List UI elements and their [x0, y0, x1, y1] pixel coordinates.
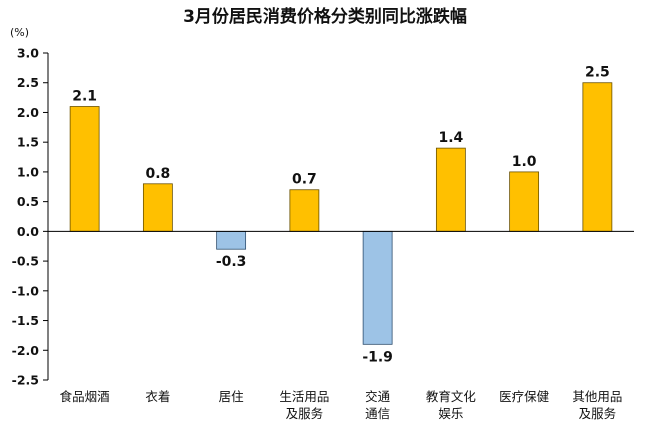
- bar: [362, 230, 393, 345]
- x-category-label: 食品烟酒: [60, 389, 110, 404]
- data-label: -0.3: [216, 254, 247, 270]
- plot-area: 3.0 2.5 2.0 1.5 1.0 0.5 0.0 -0.5 -1.0 -1.5 -2.0 -2.…: [12, 46, 634, 421]
- x-category-label: 衣着: [145, 389, 170, 404]
- x-category-label: 交通: [365, 389, 391, 404]
- bar: [142, 183, 173, 232]
- x-category-label: 生活用品: [279, 389, 329, 404]
- bar: [216, 230, 247, 250]
- chart-title: 3月份居民消费价格分类别同比涨跌幅: [183, 6, 467, 27]
- data-label: -1.9: [362, 349, 393, 365]
- y-tick-label: 0.5: [17, 194, 39, 209]
- y-axis-unit: (%): [10, 26, 29, 39]
- y-tick-label: 2.0: [17, 105, 39, 120]
- data-label: 1.0: [512, 154, 537, 170]
- y-tick-label: 1.5: [17, 135, 39, 150]
- x-category-label: 其他用品: [572, 389, 622, 404]
- y-tick-label: 3.0: [17, 46, 39, 61]
- bar: [289, 189, 320, 232]
- x-category-label: 通信: [365, 406, 390, 421]
- y-tick-label: 0.0: [17, 224, 39, 239]
- y-tick-label: -0.5: [12, 254, 39, 269]
- data-label: 2.5: [585, 65, 610, 81]
- x-category-label: 娱乐: [438, 406, 463, 421]
- data-label: 0.7: [292, 172, 317, 188]
- data-label: 1.4: [438, 130, 463, 146]
- y-tick-label: -2.0: [12, 343, 40, 358]
- bar: [582, 82, 613, 232]
- y-tick-label: -1.5: [12, 313, 39, 328]
- data-label: 0.8: [145, 166, 170, 182]
- y-tick-label: 2.5: [17, 75, 39, 90]
- data-label: 2.1: [72, 89, 97, 105]
- bar: [509, 171, 540, 232]
- x-category-label: 及服务: [579, 406, 617, 421]
- y-tick-label: 1.0: [17, 164, 39, 179]
- bar: [435, 147, 466, 232]
- x-category-label: 居住: [219, 389, 245, 404]
- bar: [69, 106, 100, 232]
- y-tick-label: -2.5: [12, 373, 39, 388]
- x-category-label: 医疗保健: [499, 389, 550, 404]
- y-tick-label: -1.0: [12, 283, 40, 298]
- x-category-label: 及服务: [286, 406, 324, 421]
- x-category-label: 教育文化: [426, 389, 477, 404]
